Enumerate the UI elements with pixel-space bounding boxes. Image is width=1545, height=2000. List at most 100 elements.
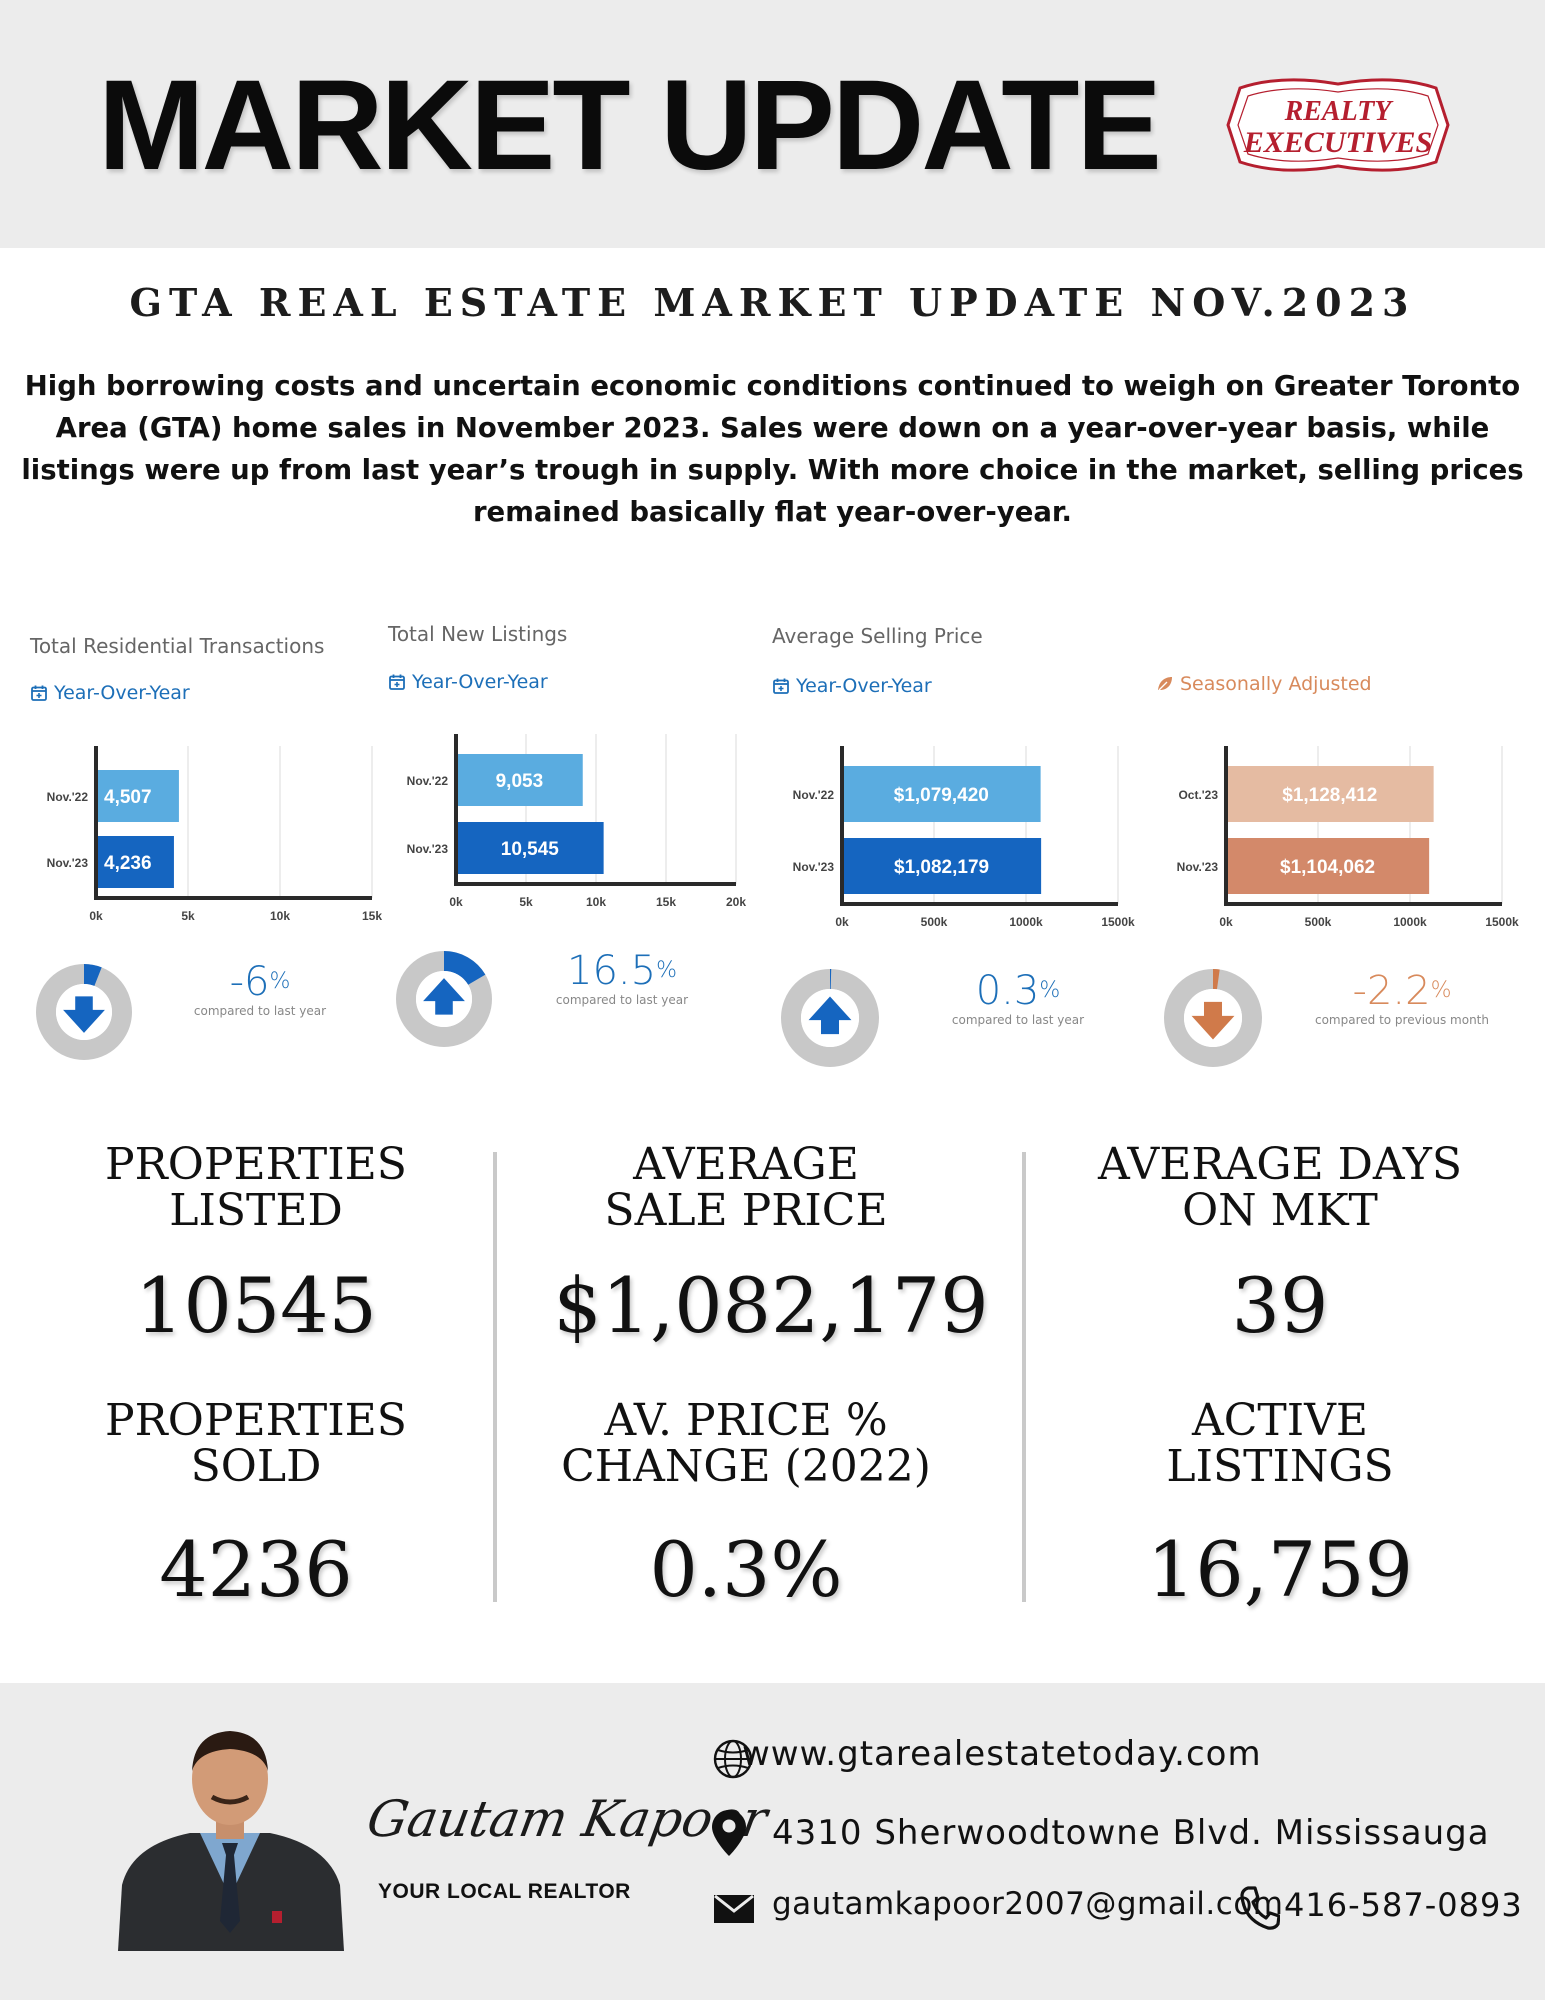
tick-label: 1000k bbox=[1393, 915, 1427, 929]
change-value: -2.2% bbox=[1296, 969, 1508, 1013]
address-text: 4310 Sherwoodtowne Blvd. Mississauga bbox=[772, 1813, 1490, 1853]
bar bbox=[458, 754, 583, 806]
change-value: -6% bbox=[180, 960, 340, 1004]
percent-sign: % bbox=[1039, 978, 1061, 1003]
tick-label: 15k bbox=[656, 895, 676, 909]
stat-value-properties-sold: 4236 bbox=[159, 1525, 353, 1614]
label-line: SOLD bbox=[190, 1441, 322, 1492]
change-value: 16.5% bbox=[542, 949, 702, 993]
data-label: 9,053 bbox=[496, 771, 544, 792]
arrow-up-icon bbox=[423, 978, 465, 1015]
percent-sign: % bbox=[269, 969, 291, 994]
change-caption: compared to last year bbox=[951, 1013, 1085, 1027]
tick-label: 20k bbox=[726, 895, 746, 909]
change-seasonal: -2.2% compared to previous month bbox=[1296, 969, 1508, 1027]
chart-title-avg-price: Average Selling Price bbox=[772, 624, 983, 648]
chart-tag-label: Year-Over-Year bbox=[54, 682, 190, 704]
label-line: ON MKT bbox=[1182, 1185, 1378, 1236]
chart-tag-transactions: Year-Over-Year bbox=[30, 682, 190, 704]
tick-label: 15k bbox=[362, 909, 382, 923]
gauge-arc bbox=[781, 969, 879, 1067]
change-gauge-transactions bbox=[36, 964, 132, 1060]
data-label: $1,082,179 bbox=[894, 857, 989, 878]
data-label: $1,128,412 bbox=[1282, 785, 1377, 806]
chart-tag-seasonal: Seasonally Adjusted bbox=[1156, 673, 1372, 695]
label-line: PROPERTIES bbox=[105, 1395, 407, 1446]
label-line: AV. PRICE % bbox=[604, 1395, 888, 1446]
calendar-icon bbox=[773, 678, 789, 694]
globe-icon bbox=[713, 1739, 753, 1779]
tick-label: 5k bbox=[519, 895, 533, 909]
chart-tag-label: Year-Over-Year bbox=[412, 671, 548, 693]
label-line: PROPERTIES bbox=[105, 1139, 407, 1190]
logo-badge-shape bbox=[1226, 78, 1450, 172]
bar-chart-avg-price: Nov.'22 $1,079,420 Nov.'23 $1,082,179 0k 500k… bbox=[793, 746, 1135, 929]
chart-tag-label: Year-Over-Year bbox=[796, 675, 932, 697]
bar bbox=[844, 766, 1041, 822]
change-caption: compared to last year bbox=[555, 993, 689, 1007]
stat-value-active-listings: 16,759 bbox=[1147, 1525, 1413, 1614]
tick-label: 500k bbox=[1305, 915, 1332, 929]
stat-label-active-listings: ACTIVE LISTINGS bbox=[1080, 1398, 1480, 1490]
bar-chart-new-listings: Nov.'22 9,053 Nov.'23 10,545 0k 5k 10k 15k 20k bbox=[407, 734, 746, 909]
email-link[interactable]: gautamkapoor2007@gmail.com bbox=[772, 1886, 1284, 1922]
arrow-up-icon bbox=[808, 996, 852, 1035]
website-link[interactable]: www.gtarealestatetoday.com bbox=[742, 1734, 1262, 1774]
chart-title-transactions: Total Residential Transactions bbox=[30, 634, 325, 658]
bar bbox=[98, 836, 174, 888]
label-line: AVERAGE bbox=[633, 1139, 859, 1190]
agent-tagline: YOUR LOCAL REALTOR bbox=[378, 1880, 631, 1903]
change-caption: compared to previous month bbox=[1314, 1013, 1489, 1027]
chart-title-new-listings: Total New Listings bbox=[388, 622, 568, 646]
tick-label: 1500k bbox=[1485, 915, 1519, 929]
tick-label: 0k bbox=[449, 895, 463, 909]
stat-value-average-days: 39 bbox=[1231, 1261, 1329, 1350]
stat-value-price-change: 0.3% bbox=[649, 1525, 843, 1614]
change-gauge-new-listings bbox=[396, 951, 492, 1047]
stat-value-properties-listed: 10545 bbox=[135, 1261, 377, 1350]
change-number: 0.3 bbox=[975, 968, 1040, 1014]
agent-photo bbox=[118, 1731, 344, 1951]
tick-label: 1500k bbox=[1101, 915, 1135, 929]
bar-chart-transactions: Nov.'22 4,507 Nov.'23 4,236 0k 5k 10k 15k bbox=[47, 746, 382, 923]
change-gauge-seasonal bbox=[1164, 969, 1262, 1067]
change-number: 16.5 bbox=[567, 948, 657, 994]
chart-tag-label: Seasonally Adjusted bbox=[1180, 673, 1372, 695]
realty-executives-logo: REALTY EXECUTIVES bbox=[1222, 70, 1454, 180]
category-label: Nov.'22 bbox=[407, 774, 449, 788]
logo-text-executives: EXECUTIVES bbox=[1243, 126, 1433, 159]
phone-link[interactable]: 416-587-0893 bbox=[1284, 1886, 1523, 1924]
column-divider bbox=[493, 1152, 497, 1602]
stat-label-average-days: AVERAGE DAYS ON MKT bbox=[1080, 1142, 1480, 1234]
stat-label-average-sale-price: AVERAGE SALE PRICE bbox=[546, 1142, 946, 1234]
change-gauge-avg-price bbox=[781, 969, 879, 1067]
logo-text-realty: REALTY bbox=[1284, 96, 1392, 127]
gauge-arc bbox=[396, 951, 492, 1047]
category-label: Nov.'22 bbox=[793, 788, 835, 802]
arrow-down-icon bbox=[63, 996, 105, 1033]
change-number: -2.2 bbox=[1352, 968, 1431, 1014]
phone-icon bbox=[1240, 1886, 1280, 1930]
data-label: $1,104,062 bbox=[1280, 857, 1375, 878]
bar bbox=[458, 822, 604, 874]
label-line: CHANGE (2022) bbox=[561, 1441, 931, 1492]
category-label: Oct.'23 bbox=[1178, 788, 1218, 802]
data-label: 10,545 bbox=[501, 839, 560, 860]
label-line: ACTIVE bbox=[1191, 1395, 1369, 1446]
data-label: 4,507 bbox=[104, 787, 152, 808]
category-label: Nov.'23 bbox=[1177, 860, 1219, 874]
change-transactions: -6% compared to last year bbox=[180, 960, 340, 1018]
category-label: Nov.'22 bbox=[47, 790, 89, 804]
change-caption: compared to last year bbox=[193, 1004, 327, 1018]
tick-label: 500k bbox=[921, 915, 948, 929]
change-value: 0.3% bbox=[938, 969, 1098, 1013]
category-label: Nov.'23 bbox=[47, 856, 89, 870]
arrow-down-icon bbox=[1191, 1001, 1235, 1040]
bar bbox=[844, 838, 1042, 894]
stat-label-price-change: AV. PRICE % CHANGE (2022) bbox=[546, 1398, 946, 1490]
calendar-icon bbox=[31, 685, 47, 701]
leaf-icon bbox=[1158, 677, 1172, 691]
label-line: SALE PRICE bbox=[604, 1185, 888, 1236]
tick-label: 0k bbox=[835, 915, 849, 929]
data-label: 4,236 bbox=[104, 853, 152, 874]
